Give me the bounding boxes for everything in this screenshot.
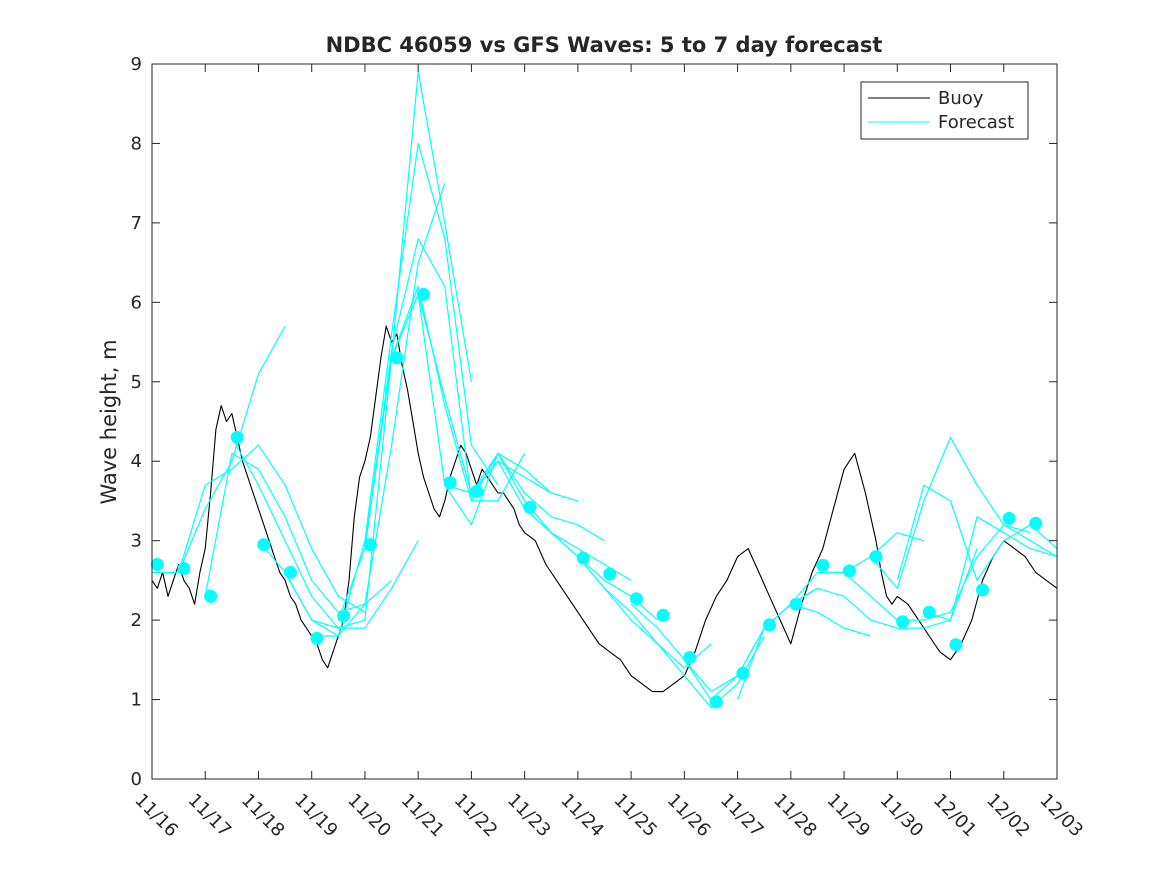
forecast-series-line-6 xyxy=(284,71,472,629)
forecast-series-line-14 xyxy=(524,508,712,669)
chart-title: NDBC 46059 vs GFS Waves: 5 to 7 day fore… xyxy=(326,33,883,57)
y-tick-label: 6 xyxy=(131,292,142,313)
y-tick-label: 7 xyxy=(131,213,142,234)
forecast-start-point xyxy=(789,597,803,611)
forecast-start-point xyxy=(842,564,856,578)
forecast-start-point xyxy=(1029,516,1043,530)
y-axis-label: Wave height, m xyxy=(97,339,121,504)
forecast-start-point xyxy=(922,605,936,619)
forecast-series-line-19 xyxy=(790,548,978,629)
forecast-series-line-2 xyxy=(178,444,366,613)
forecast-series-line-1 xyxy=(152,325,286,574)
forecast-start-point xyxy=(337,609,351,623)
forecast-start-point xyxy=(976,583,989,597)
forecast-series-line-23 xyxy=(923,516,1058,621)
forecast-series-line-21 xyxy=(870,436,1058,589)
forecast-start-point xyxy=(629,592,643,606)
forecast-series-line-4 xyxy=(231,437,419,629)
forecast-start-point xyxy=(417,287,430,301)
forecast-start-point xyxy=(443,476,457,490)
plot-area xyxy=(152,64,1057,779)
legend-buoy-label: Buoy xyxy=(938,88,984,109)
forecast-start-point xyxy=(390,351,404,365)
y-tick-label: 2 xyxy=(131,610,142,631)
y-tick-label: 3 xyxy=(131,531,142,552)
marker-layer xyxy=(150,287,1043,709)
forecast-start-point xyxy=(869,550,883,564)
forecast-start-point xyxy=(709,695,723,709)
forecast-start-point xyxy=(683,651,697,664)
forecast-start-point xyxy=(603,567,617,581)
y-tick-label: 1 xyxy=(131,690,142,711)
forecast-start-point xyxy=(736,666,750,680)
legend: Buoy Forecast xyxy=(860,81,1029,140)
forecast-start-point xyxy=(896,615,910,629)
forecast-start-point xyxy=(523,500,537,514)
forecast-series-line-11 xyxy=(417,294,605,542)
y-tick-label: 5 xyxy=(131,372,142,393)
axes-box xyxy=(151,63,1058,780)
y-axis: 0 1 2 3 4 5 6 7 8 9 xyxy=(131,54,1057,790)
forecast-start-point xyxy=(230,430,244,444)
forecast-start-point xyxy=(763,618,776,632)
forecast-series-line-3 xyxy=(204,452,392,613)
forecast-start-point xyxy=(204,589,218,603)
forecast-start-point xyxy=(283,565,297,579)
y-tick-label: 9 xyxy=(131,54,142,75)
forecast-start-point xyxy=(949,638,963,652)
forecast-start-point xyxy=(363,538,377,552)
forecast-start-point xyxy=(1002,511,1016,525)
y-tick-label: 8 xyxy=(131,133,142,154)
forecast-start-point xyxy=(150,558,164,571)
y-tick-label: 4 xyxy=(131,451,142,472)
legend-box xyxy=(860,81,1029,140)
forecast-start-point xyxy=(470,484,484,498)
forecast-series-line-15 xyxy=(577,556,765,709)
forecast-start-point xyxy=(177,562,191,575)
forecast-start-point xyxy=(257,538,271,552)
y-tick-label: 0 xyxy=(131,769,142,790)
forecast-start-point xyxy=(656,608,670,622)
legend-forecast-label: Forecast xyxy=(938,112,1014,133)
forecast-start-point xyxy=(310,631,324,645)
forecast-start-point xyxy=(576,551,590,565)
forecast-start-point xyxy=(816,558,830,572)
